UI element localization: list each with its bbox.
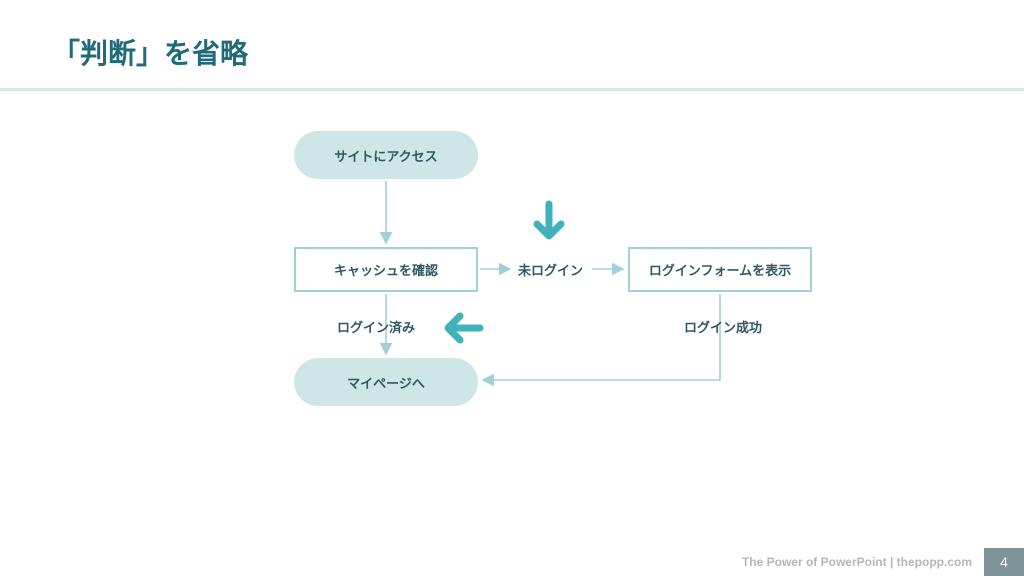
slide-footer: The Power of PowerPoint | thepopp.com 4 [742,548,1024,576]
flowchart: サイトにアクセス キャッシュを確認 ログインフォームを表示 マイページへ 未ログ… [0,0,1024,576]
footer-text: The Power of PowerPoint | thepopp.com [742,555,984,569]
edge-label-logged-in: ログイン済み [337,317,415,336]
node-access-site: サイトにアクセス [294,131,478,179]
thin-arrows-layer [0,0,1024,576]
edge-label-not-logged-in: 未ログイン [518,260,583,279]
node-login-form: ログインフォームを表示 [628,247,812,292]
accent-arrow-down-icon [529,200,569,249]
node-check-cache: キャッシュを確認 [294,247,478,292]
edge-label-login-success: ログイン成功 [684,317,762,336]
node-mypage: マイページへ [294,358,478,406]
page-number: 4 [984,548,1024,576]
accent-arrow-left-icon [440,308,484,353]
